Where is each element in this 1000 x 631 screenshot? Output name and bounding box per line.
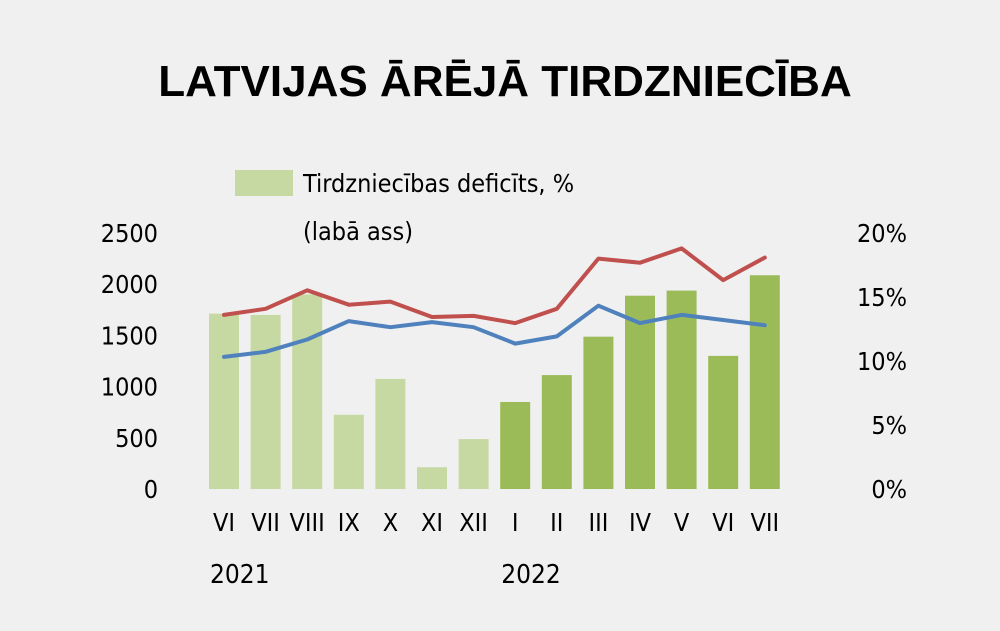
bar: [417, 467, 447, 489]
bar: [500, 401, 531, 489]
right-tick-label: 0%: [871, 475, 907, 504]
bar: [375, 378, 406, 489]
line-series-blue: [222, 303, 767, 359]
bar-series: [209, 275, 780, 489]
bar: [583, 336, 614, 489]
category-label: VI: [213, 508, 235, 537]
bar: [749, 275, 780, 489]
category-label: II: [550, 508, 563, 537]
bar: [250, 314, 281, 489]
bar: [541, 375, 572, 489]
left-tick-label: 500: [115, 424, 158, 453]
legend: Tirdzniecības deficīts, % (labā ass): [235, 169, 574, 246]
bar: [666, 290, 697, 489]
category-label: XI: [421, 508, 443, 537]
category-label: VI: [712, 508, 734, 537]
right-tick-label: 5%: [871, 411, 907, 440]
left-tick-label: 0: [144, 475, 158, 504]
year-label: 2022: [501, 560, 561, 590]
category-label: V: [674, 508, 690, 537]
category-label: III: [588, 508, 608, 537]
right-axis: 0% 5% 10% 15% 20%: [857, 219, 907, 504]
bar: [333, 414, 364, 489]
left-tick-label: 2000: [101, 270, 158, 299]
category-label: I: [512, 508, 519, 537]
bar: [458, 439, 489, 489]
left-tick-label: 1500: [101, 321, 158, 350]
line-series-red: [222, 246, 767, 326]
right-tick-label: 10%: [857, 347, 907, 376]
category-label: IV: [629, 508, 652, 537]
legend-swatch-bar: [235, 170, 293, 196]
right-tick-label: 15%: [857, 283, 907, 312]
bar: [625, 295, 655, 489]
line-series: [222, 246, 767, 359]
bar: [708, 355, 739, 489]
category-label: VIII: [290, 508, 325, 537]
category-label: X: [383, 508, 398, 537]
chart-title: LATVIJAS ĀRĒJĀ TIRDZNIECĪBA: [158, 57, 851, 106]
category-axis: VI VII VIII IX X XI XII I II III IV V VI VII: [213, 508, 779, 537]
legend-label-note: (labā ass): [303, 217, 413, 246]
bar: [292, 294, 323, 489]
category-label: XII: [459, 508, 488, 537]
category-label: IX: [338, 508, 360, 537]
category-label: VII: [251, 508, 280, 537]
year-label: 2021: [210, 560, 270, 590]
category-label: VII: [750, 508, 779, 537]
right-tick-label: 20%: [857, 219, 907, 248]
legend-label: Tirdzniecības deficīts, %: [302, 169, 574, 198]
left-tick-label: 2500: [101, 219, 158, 248]
left-axis: 0 500 1000 1500 2000 2500: [101, 219, 158, 504]
year-axis: 2021 2022: [210, 560, 561, 590]
left-tick-label: 1000: [101, 373, 158, 402]
bar: [209, 313, 239, 489]
